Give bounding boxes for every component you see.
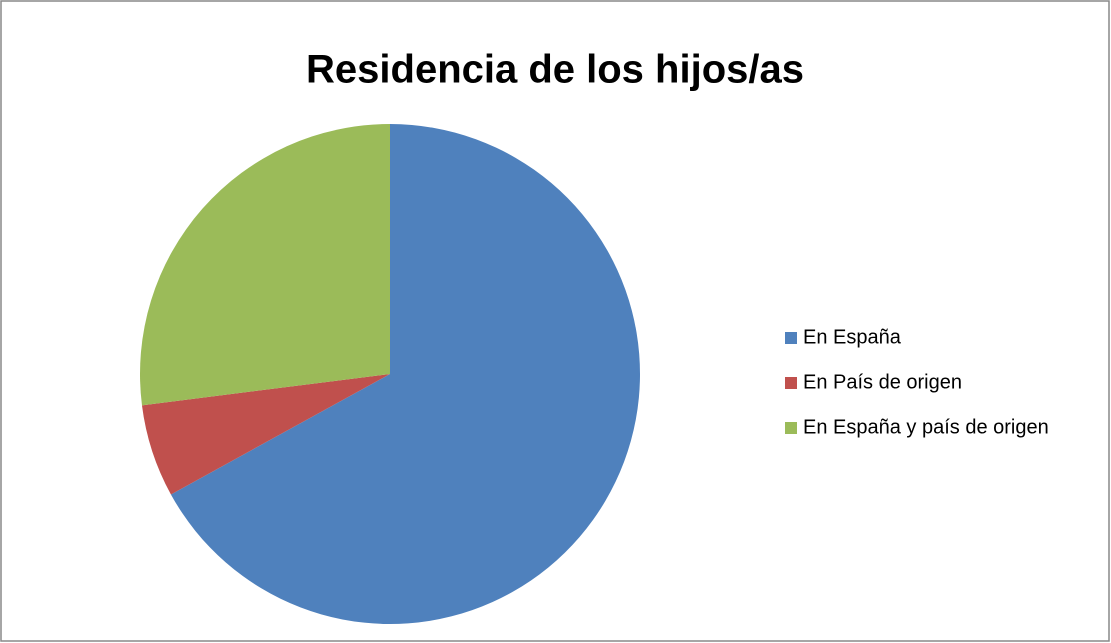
pie-slice xyxy=(170,124,640,624)
legend-label: En España xyxy=(803,326,902,348)
chart-title: Residencia de los hijos/as xyxy=(306,48,804,92)
pie-slice xyxy=(139,124,390,406)
legend-label: En País de origen xyxy=(803,371,962,393)
pie-slice xyxy=(141,374,390,495)
legend-swatch xyxy=(785,422,797,434)
legend-swatch xyxy=(785,332,797,344)
legend-label: En España y país de origen xyxy=(803,416,1049,438)
legend-swatch xyxy=(785,377,797,389)
